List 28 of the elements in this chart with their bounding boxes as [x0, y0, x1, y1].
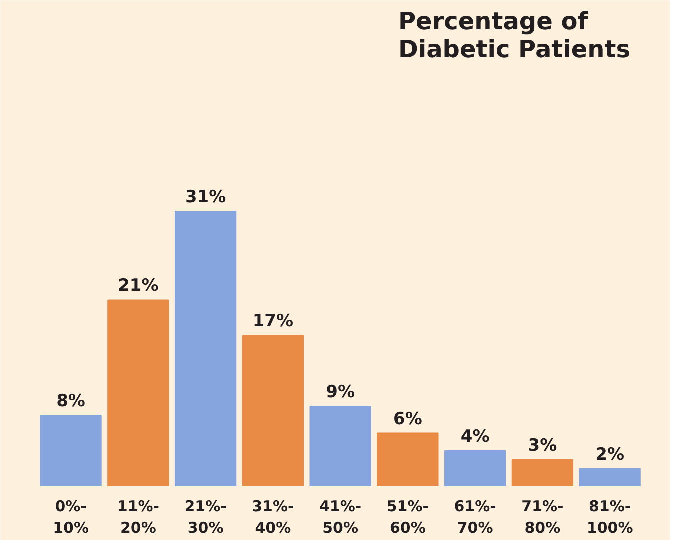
- bar: [579, 468, 641, 486]
- x-tick-label: 81%- 100%: [586, 498, 634, 538]
- data-label: 21%: [118, 276, 159, 296]
- x-tick-label: 61%- 70%: [454, 498, 496, 538]
- data-label: 8%: [56, 392, 86, 412]
- x-tick-label: 31%- 40%: [252, 498, 294, 538]
- bar: [40, 415, 102, 486]
- bar: [377, 432, 439, 486]
- bar: [242, 335, 304, 486]
- x-tick-label: 41%- 50%: [319, 498, 362, 538]
- data-label: 9%: [326, 382, 355, 403]
- x-tick-label: 0%- 10%: [53, 498, 89, 538]
- data-label: 4%: [460, 427, 490, 448]
- x-tick-label: 21%- 30%: [184, 498, 227, 538]
- data-label: 31%: [185, 188, 226, 208]
- bar: [310, 406, 372, 486]
- x-tick-label: 51%- 60%: [386, 498, 430, 538]
- chart-title: Percentage of Diabetic Patients: [398, 8, 631, 64]
- data-label: 17%: [252, 312, 294, 332]
- data-label: 6%: [394, 409, 422, 430]
- bar: [108, 300, 170, 486]
- bar: [444, 450, 506, 486]
- x-tick-label: 71%- 80%: [522, 498, 564, 538]
- bar: [512, 459, 574, 486]
- x-tick-label: 11%- 20%: [117, 498, 160, 538]
- data-label: 2%: [596, 444, 625, 465]
- bar: [174, 211, 237, 486]
- data-label: 3%: [528, 436, 558, 456]
